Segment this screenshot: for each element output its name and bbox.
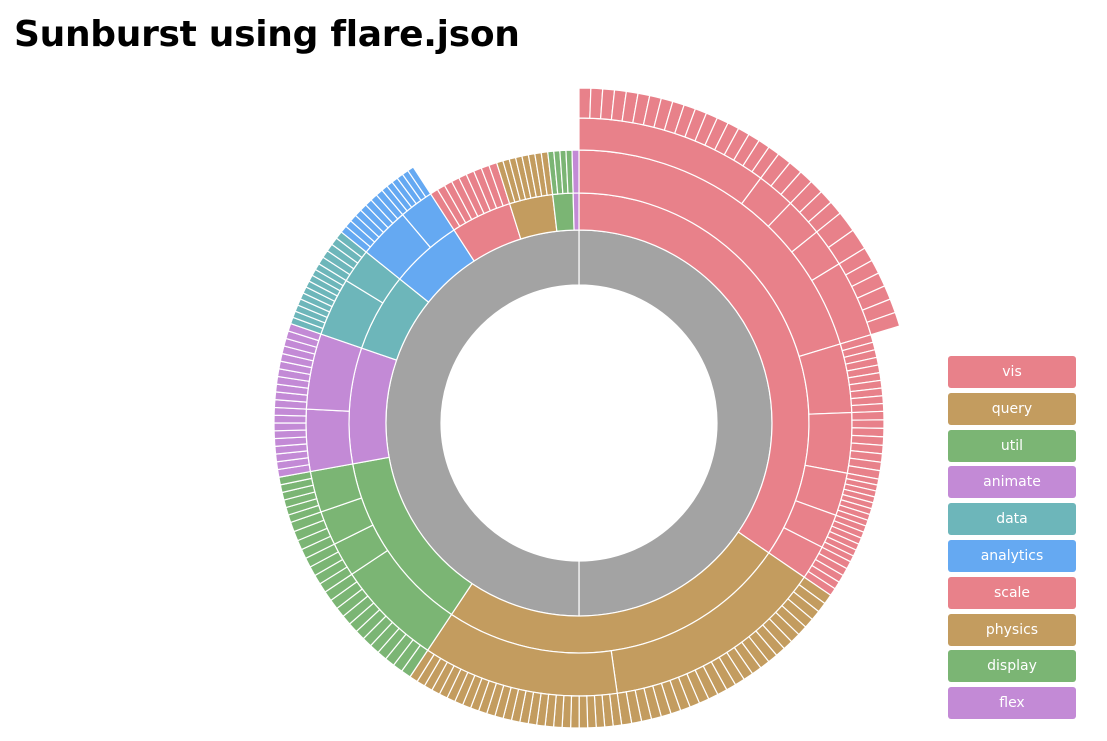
- sunburst-leaf-arc[interactable]: [578, 695, 589, 729]
- legend-item-data[interactable]: data: [948, 503, 1076, 536]
- legend-item-vis[interactable]: vis: [948, 356, 1076, 388]
- sunburst-child-arc[interactable]: [305, 408, 354, 473]
- legend-item-scale[interactable]: scale: [948, 576, 1076, 609]
- legend-item-flex[interactable]: flex: [948, 687, 1076, 720]
- legend-item-util[interactable]: util: [948, 429, 1076, 462]
- legend-item-physics[interactable]: physics: [948, 613, 1076, 646]
- sunburst-leaf-arc[interactable]: [586, 694, 597, 729]
- sunburst-sector-flex[interactable]: [572, 192, 580, 231]
- sunburst-leaf-arc[interactable]: [273, 422, 307, 432]
- sunburst-leaf-arc[interactable]: [851, 419, 885, 429]
- sunburst-leaf-arc[interactable]: [571, 149, 580, 194]
- page-title: Sunburst using flare.json: [14, 14, 520, 55]
- sunburst-sector-display[interactable]: [551, 192, 575, 232]
- sunburst-child-arc[interactable]: [804, 411, 853, 474]
- sunburst-leaf-arc[interactable]: [851, 410, 885, 421]
- sunburst-leaf-arc[interactable]: [578, 87, 592, 119]
- legend-item-animate[interactable]: animate: [948, 466, 1076, 499]
- legend-item-analytics[interactable]: analytics: [948, 540, 1076, 572]
- legend-item-display[interactable]: display: [948, 650, 1076, 683]
- legend-item-query[interactable]: query: [948, 392, 1076, 425]
